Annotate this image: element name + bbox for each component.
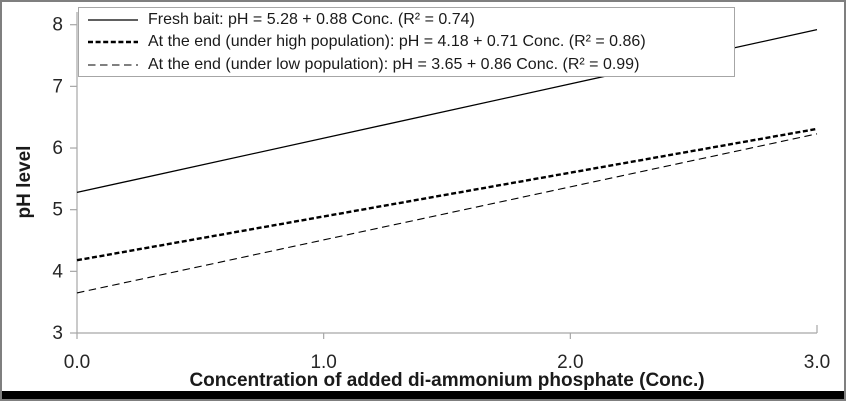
- legend-label: At the end (under high population): pH =…: [148, 33, 646, 50]
- legend-label: Fresh bait: pH = 5.28 + 0.88 Conc. (R² =…: [148, 10, 475, 28]
- series-line-1: [76, 127, 818, 262]
- y-tick-label: 6: [52, 138, 63, 159]
- legend-item-fresh-bait: Fresh bait: pH = 5.28 + 0.88 Conc. (R² =…: [87, 9, 734, 31]
- legend-item-low-population: At the end (under low population): pH = …: [87, 54, 734, 76]
- x-tick-label: 2.0: [557, 352, 583, 373]
- y-tick-label: 3: [52, 323, 63, 344]
- x-tick-label: 0.0: [64, 352, 90, 373]
- x-axis-title: Concentration of added di-ammonium phosp…: [189, 370, 705, 391]
- y-tick-label: 7: [52, 76, 63, 97]
- legend-line-sample-solid-icon: [88, 18, 138, 21]
- bottom-border-bar: [2, 391, 844, 399]
- legend: Fresh bait: pH = 5.28 + 0.88 Conc. (R² =…: [78, 7, 735, 77]
- y-tick-label: 8: [52, 15, 63, 36]
- x-tick-label: 3.0: [804, 352, 830, 373]
- y-tick-label: 5: [52, 200, 63, 221]
- x-tick-label: 1.0: [310, 352, 336, 373]
- y-tick-label: 4: [52, 261, 63, 282]
- series-line-2: [76, 133, 818, 294]
- legend-line-sample-dashed-icon: [88, 63, 138, 66]
- legend-line-sample-bold-dashed-icon: [88, 40, 138, 44]
- legend-label: At the end (under low population): pH = …: [148, 55, 640, 73]
- y-axis-title: pH level: [14, 145, 35, 219]
- legend-item-high-population: At the end (under high population): pH =…: [87, 31, 734, 53]
